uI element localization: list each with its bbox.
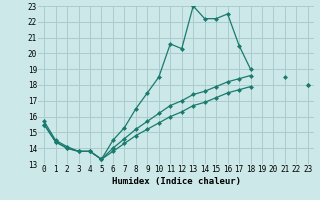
X-axis label: Humidex (Indice chaleur): Humidex (Indice chaleur) bbox=[111, 177, 241, 186]
